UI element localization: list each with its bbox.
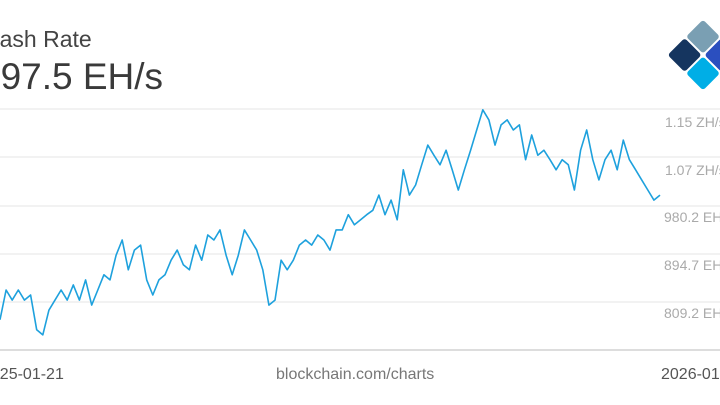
hash-rate-series-line (0, 109, 661, 336)
logo-tile (668, 39, 701, 71)
logo-tile (687, 57, 719, 90)
x-end-label: 2026-01- (661, 366, 720, 383)
logo-tile (687, 20, 719, 53)
y-tick-label: 1.07 ZH/s (665, 162, 720, 178)
y-tick-label: 809.2 EH/s (664, 305, 720, 321)
source-link[interactable]: blockchain.com/charts (276, 366, 435, 383)
x-start-label: 2025-01-21 (0, 366, 64, 383)
logo-tile (705, 39, 720, 71)
y-tick-label: 980.2 EH/s (664, 209, 720, 225)
chart-title: Hash Rate (0, 26, 92, 52)
y-tick-label: 1.15 ZH/s (665, 114, 720, 130)
blockchain-logo (668, 20, 720, 90)
current-value: 997.5 EH/s (0, 56, 164, 97)
y-tick-label: 894.7 EH/s (664, 257, 720, 273)
